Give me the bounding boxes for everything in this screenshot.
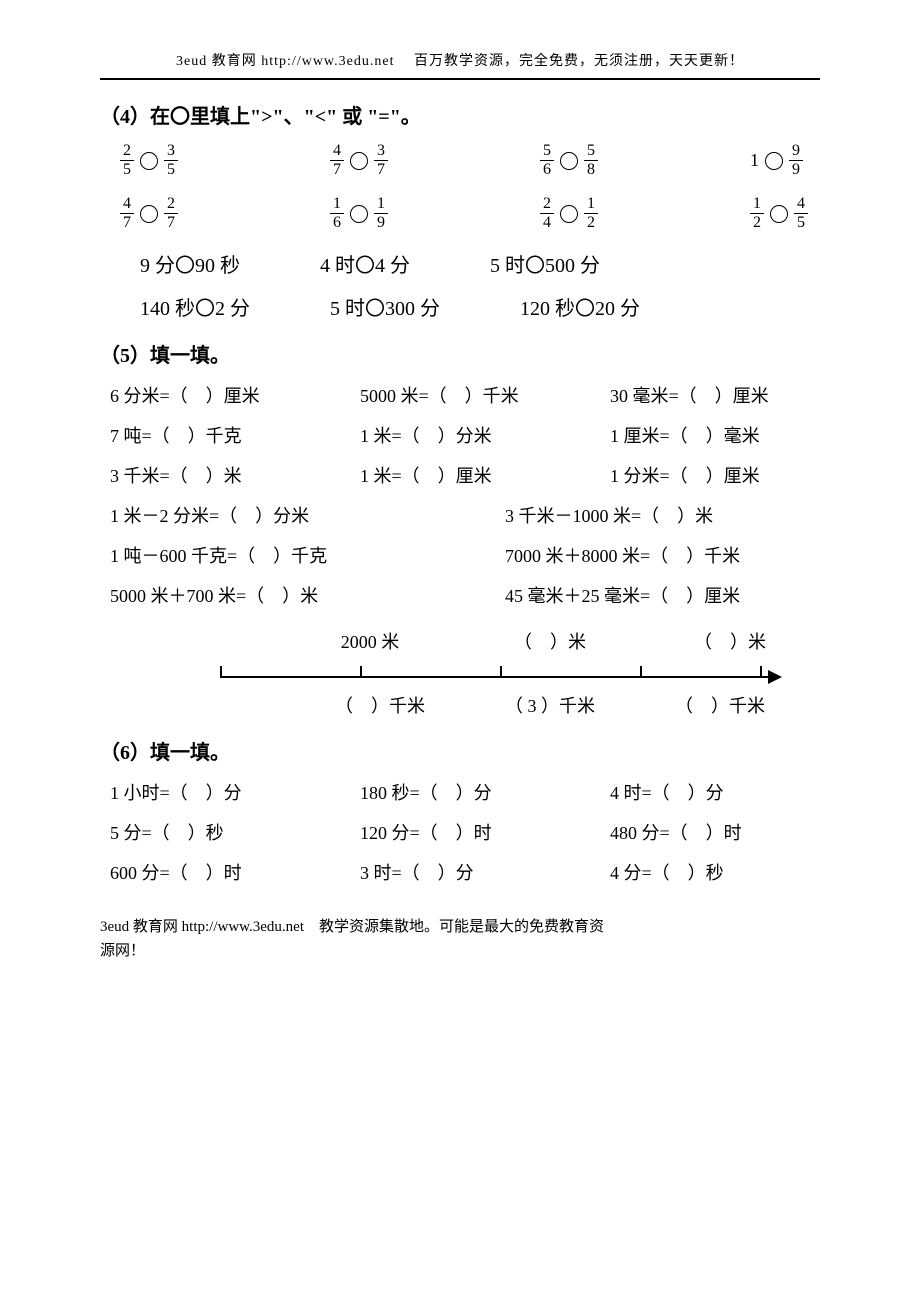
- fill-blank: 45 毫米＋25 毫米=（ ）厘米: [505, 582, 820, 608]
- fill-row: 6 分米=（ ）厘米 5000 米=（ ）千米 30 毫米=（ ）厘米: [110, 382, 820, 408]
- section5-title: （5）填一填。: [100, 339, 820, 368]
- fill-blank: 1 米=（ ）分米: [360, 422, 570, 448]
- blank-circle[interactable]: [765, 152, 783, 170]
- fill-blank: 180 秒=（ ）分: [360, 779, 570, 805]
- blank-circle[interactable]: [350, 152, 368, 170]
- fill-blank: 3 时=（ ）分: [360, 859, 570, 885]
- arrow-right-icon: [768, 670, 782, 684]
- numline-tick: [220, 666, 222, 678]
- frac-compare: 24 12: [540, 196, 650, 231]
- time-compare: 5 时〇300 分: [330, 292, 440, 321]
- fill-blank: 1 厘米=（ ）毫米: [610, 422, 820, 448]
- number-line-block: 2000 米 （ ）米 （ ）米 （ ）千米 （ 3 ）千米 （ ）千米: [100, 628, 820, 718]
- fill-blank: 1 米=（ ）厘米: [360, 462, 570, 488]
- frac-compare: 1 99: [750, 143, 860, 178]
- time-compare: 4 时〇4 分: [320, 249, 410, 278]
- fill-blank: 1 小时=（ ）分: [110, 779, 320, 805]
- numline-tick: [760, 666, 762, 678]
- fill-row: 7 吨=（ ）千克 1 米=（ ）分米 1 厘米=（ ）毫米: [110, 422, 820, 448]
- page-footer: 3eud 教育网 http://www.3edu.net 教学资源集散地。可能是…: [100, 915, 820, 963]
- page-header: 3eud 教育网 http://www.3edu.net 百万教学资源，完全免费…: [100, 50, 820, 80]
- frac-compare: 16 19: [330, 196, 440, 231]
- time-compare: 120 秒〇20 分: [520, 292, 640, 321]
- numline-label: （ ）米: [660, 628, 800, 654]
- fill-blank: 3 千米－1000 米=（ ）米: [505, 502, 820, 528]
- numline-tick: [500, 666, 502, 678]
- numline-tick: [640, 666, 642, 678]
- footer-line1: 3eud 教育网 http://www.3edu.net 教学资源集散地。可能是…: [100, 919, 604, 935]
- numline-label: （ ）千米: [300, 692, 460, 718]
- numline-tick: [360, 666, 362, 678]
- fill-row: 600 分=（ ）时 3 时=（ ）分 4 分=（ ）秒: [110, 859, 820, 885]
- fill-blank: 7000 米＋8000 米=（ ）千米: [505, 542, 820, 568]
- frac-compare: 47 27: [120, 196, 230, 231]
- header-slogan: 百万教学资源，完全免费，无须注册，天天更新！: [414, 54, 744, 69]
- fill-blank: 6 分米=（ ）厘米: [110, 382, 320, 408]
- frac-compare: 56 58: [540, 143, 650, 178]
- numline-bottom-labels: （ ）千米 （ 3 ）千米 （ ）千米: [300, 692, 820, 718]
- time-compare: 5 时〇500 分: [490, 249, 600, 278]
- fill-row: 1 米－2 分米=（ ）分米 3 千米－1000 米=（ ）米: [110, 502, 820, 528]
- blank-circle[interactable]: [140, 152, 158, 170]
- fill-blank: 120 分=（ ）时: [360, 819, 570, 845]
- section6-title: （6）填一填。: [100, 736, 820, 765]
- fraction-row-1: 25 35 47 37 56 58 1 99: [120, 143, 820, 178]
- number-line: [220, 660, 780, 684]
- numline-label: （ 3 ）千米: [470, 692, 630, 718]
- numline-label: （ ）千米: [640, 692, 800, 718]
- fill-blank: 5000 米=（ ）千米: [360, 382, 570, 408]
- fill-blank: 1 吨－600 千克=（ ）千克: [110, 542, 425, 568]
- numline-label: 2000 米: [300, 628, 440, 654]
- fill-blank: 1 分米=（ ）厘米: [610, 462, 820, 488]
- frac-compare: 12 45: [750, 196, 860, 231]
- fill-blank: 5 分=（ ）秒: [110, 819, 320, 845]
- time-compare: 140 秒〇2 分: [140, 292, 250, 321]
- fraction-row-2: 47 27 16 19 24 12 12 45: [120, 196, 820, 231]
- blank-circle[interactable]: [560, 152, 578, 170]
- worksheet-page: 3eud 教育网 http://www.3edu.net 百万教学资源，完全免费…: [0, 0, 920, 1300]
- fill-blank: 600 分=（ ）时: [110, 859, 320, 885]
- blank-circle[interactable]: [560, 205, 578, 223]
- numline-label: （ ）米: [480, 628, 620, 654]
- footer-line2: 源网！: [100, 943, 145, 959]
- fill-row: 5 分=（ ）秒 120 分=（ ）时 480 分=（ ）时: [110, 819, 820, 845]
- fill-blank: 5000 米＋700 米=（ ）米: [110, 582, 425, 608]
- blank-circle[interactable]: [140, 205, 158, 223]
- header-site: 3eud 教育网: [176, 54, 257, 69]
- fill-blank: 30 毫米=（ ）厘米: [610, 382, 820, 408]
- numline-top-labels: 2000 米 （ ）米 （ ）米: [300, 628, 820, 654]
- fill-blank: 480 分=（ ）时: [610, 819, 820, 845]
- time-compare: 9 分〇90 秒: [140, 249, 240, 278]
- fill-blank: 4 时=（ ）分: [610, 779, 820, 805]
- fill-row: 5000 米＋700 米=（ ）米 45 毫米＋25 毫米=（ ）厘米: [110, 582, 820, 608]
- fill-blank: 7 吨=（ ）千克: [110, 422, 320, 448]
- time-compare-row-1: 9 分〇90 秒 4 时〇4 分 5 时〇500 分: [140, 249, 820, 278]
- fill-blank: 4 分=（ ）秒: [610, 859, 820, 885]
- fill-row: 1 吨－600 千克=（ ）千克 7000 米＋8000 米=（ ）千米: [110, 542, 820, 568]
- frac-compare: 47 37: [330, 143, 440, 178]
- frac-compare: 25 35: [120, 143, 230, 178]
- section4-title: （4）在〇里填上">"、"<" 或 "="。: [100, 100, 820, 129]
- fill-row: 1 小时=（ ）分 180 秒=（ ）分 4 时=（ ）分: [110, 779, 820, 805]
- blank-circle[interactable]: [350, 205, 368, 223]
- time-compare-row-2: 140 秒〇2 分 5 时〇300 分 120 秒〇20 分: [140, 292, 820, 321]
- fill-row: 3 千米=（ ）米 1 米=（ ）厘米 1 分米=（ ）厘米: [110, 462, 820, 488]
- blank-circle[interactable]: [770, 205, 788, 223]
- header-url: http://www.3edu.net: [261, 54, 394, 69]
- fill-blank: 1 米－2 分米=（ ）分米: [110, 502, 425, 528]
- fill-blank: 3 千米=（ ）米: [110, 462, 320, 488]
